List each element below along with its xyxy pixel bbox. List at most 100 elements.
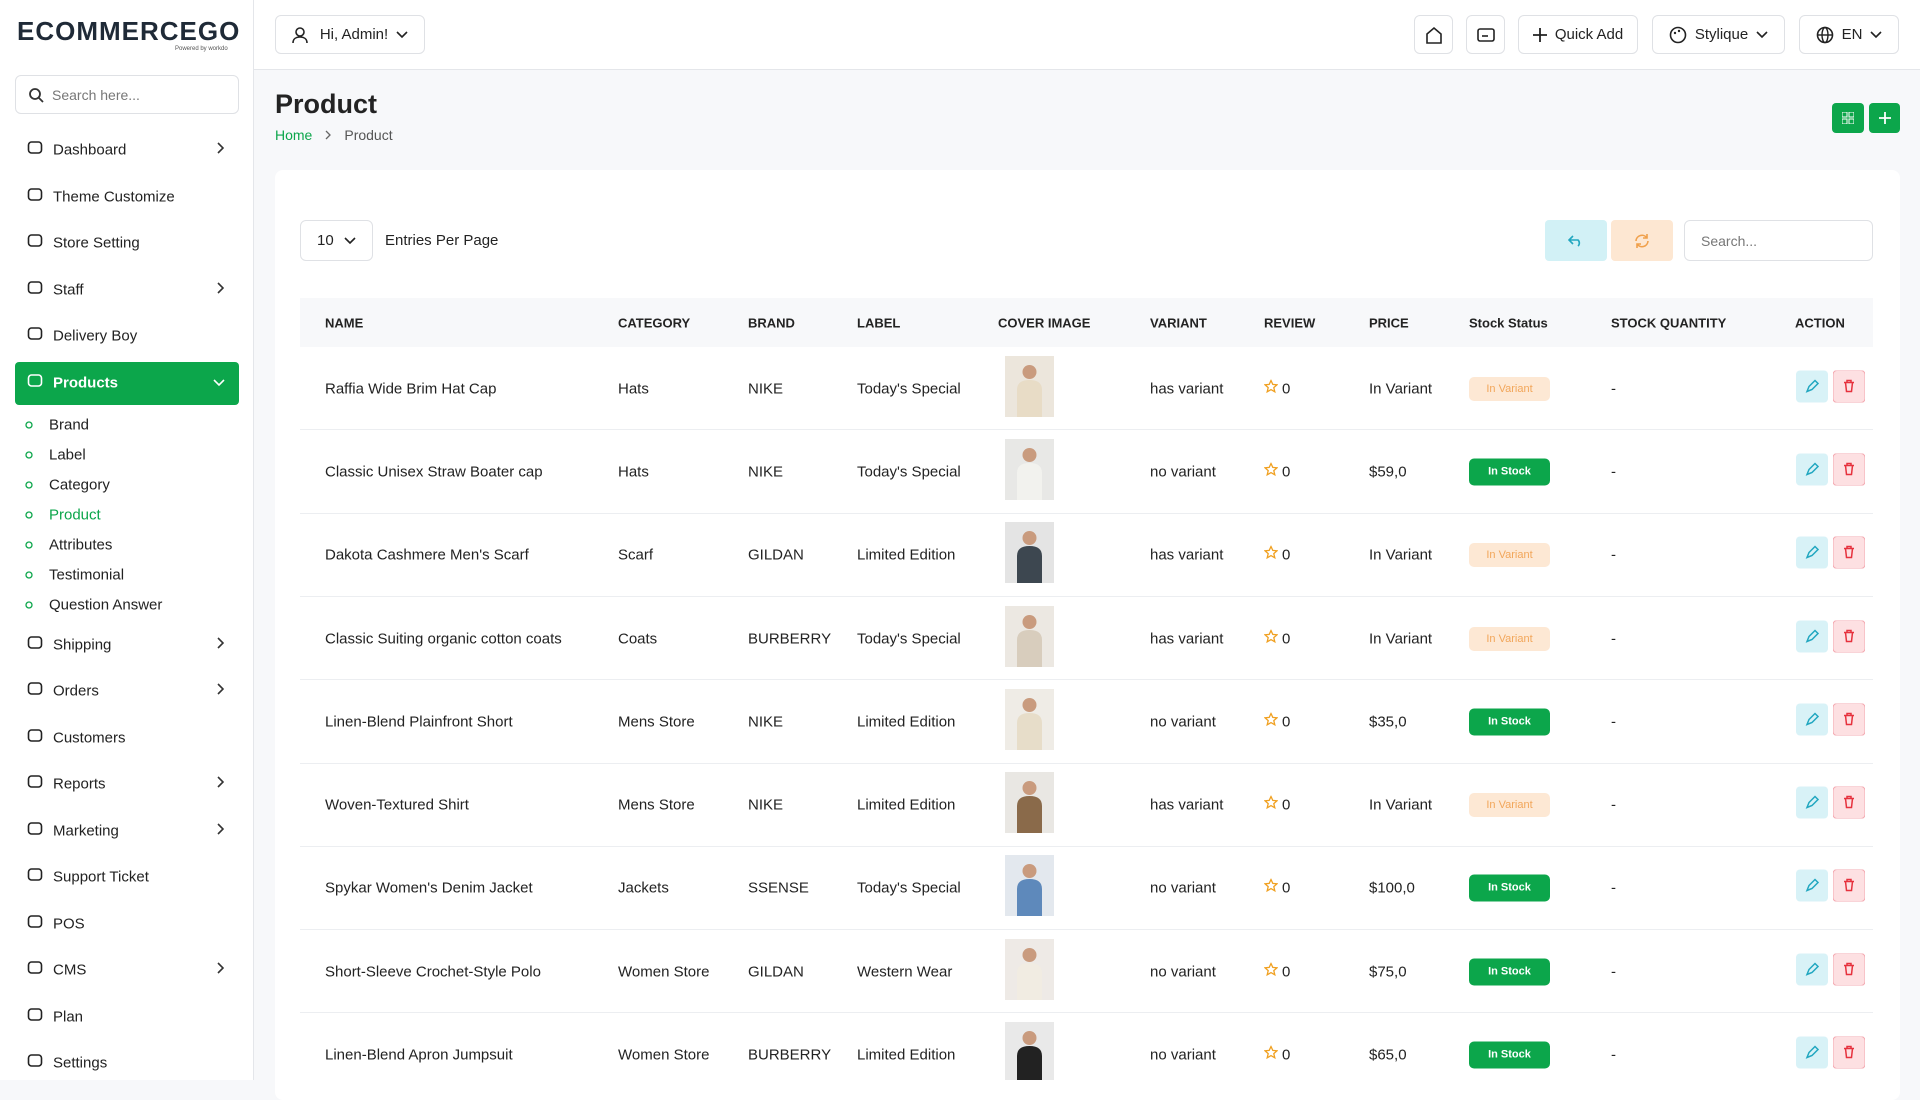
cell-price: $75,0 [1369,963,1407,981]
edit-button[interactable] [1796,453,1828,490]
cell-stock-quantity: - [1611,879,1616,897]
menu-item[interactable]: Staff [53,281,84,298]
submenu-item[interactable]: Label [49,446,86,463]
submenu-dot-svg [25,570,33,579]
add-button[interactable] [1869,103,1900,133]
delete-button-svg [1832,702,1866,736]
star-icon-svg [1263,628,1279,643]
home-button[interactable] [1414,15,1453,54]
menu-item[interactable]: Plan [53,1008,84,1025]
search-icon [29,87,44,103]
column-header[interactable]: CATEGORY [618,315,691,331]
delete-button[interactable] [1832,619,1866,657]
delete-button[interactable] [1832,869,1866,907]
cover-image-svg [1005,938,1054,1000]
theme-menu[interactable]: Stylique [1652,15,1785,54]
breadcrumb-link[interactable]: Home [275,127,313,143]
submenu-item[interactable]: Attributes [49,536,113,553]
chevron [1756,30,1768,38]
table-search[interactable]: Search... [1684,220,1873,261]
column-header[interactable]: COVER IMAGE [998,315,1091,331]
menu-item[interactable]: Orders [53,682,99,700]
cell-brand: NIKE [748,713,784,731]
edit-button[interactable] [1796,703,1828,740]
sidebar-search[interactable]: Search here... [15,75,239,114]
menu-arrow [216,636,225,654]
delete-button[interactable] [1832,369,1866,407]
column-header[interactable]: REVIEW [1264,315,1316,331]
delete-button[interactable] [1832,786,1866,824]
menu-item[interactable]: Dashboard [53,141,127,159]
cover-image [1005,355,1054,422]
menu-item[interactable]: Customers [53,729,126,746]
user-menu[interactable]: Hi, Admin! [275,15,425,54]
grid-view-button[interactable] [1832,103,1864,133]
submenu-item[interactable]: Testimonial [49,566,125,583]
column-header[interactable]: ACTION [1795,315,1845,331]
menu-item[interactable]: Reports [53,775,106,793]
column-header[interactable]: VARIANT [1150,315,1207,331]
edit-button-svg [1796,453,1828,486]
star-icon [1263,961,1279,981]
stock-badge: In Stock [1469,708,1550,736]
menu-item[interactable]: CMS [53,961,87,979]
language-menu[interactable]: EN [1799,15,1899,54]
edit-button[interactable] [1796,370,1828,407]
cell-brand: SSENSE [748,879,809,897]
entries-select[interactable]: 10 [300,220,373,261]
cell-price: In Variant [1369,546,1433,564]
edit-button[interactable] [1796,953,1828,990]
edit-button[interactable] [1796,536,1828,574]
edit-button-svg [1796,703,1828,736]
edit-button-svg [1796,786,1828,819]
edit-button[interactable] [1796,1036,1828,1074]
menu-item[interactable]: Settings [53,1054,108,1072]
cell-brand: GILDAN [748,963,804,981]
column-header[interactable]: LABEL [857,315,901,331]
column-header[interactable]: NAME [325,315,364,331]
menu-item[interactable]: POS [53,915,85,932]
delete-button[interactable] [1832,702,1866,740]
submenu-item[interactable]: Brand [49,416,90,433]
submenu-item[interactable]: Category [49,476,110,493]
stock-badge: In Variant [1469,543,1550,568]
delete-button[interactable] [1832,1036,1866,1074]
column-header[interactable]: Stock Status [1469,315,1548,331]
menu-item[interactable]: Marketing [53,822,119,839]
cell-name: Raffia Wide Brim Hat Cap [325,380,497,398]
cell-brand: BURBERRY [748,630,832,648]
cell-variant: no variant [1150,963,1216,981]
menu-icon [27,960,43,981]
cell-label: Limited Edition [857,1046,956,1064]
logo[interactable]: ECOMMERCEGO [17,16,241,46]
reset-button[interactable] [1545,220,1607,261]
submenu-item[interactable]: Question Answer [49,596,163,613]
star-icon [1263,711,1279,731]
menu-item[interactable]: Theme Customize [53,188,175,205]
column-header[interactable]: STOCK QUANTITY [1611,315,1727,331]
menu-active [15,361,239,405]
delete-button-svg [1832,1036,1866,1070]
edit-button[interactable] [1796,869,1828,907]
quick-add[interactable]: Quick Add [1518,15,1638,54]
submenu-item[interactable]: Product [49,506,101,523]
column-header[interactable]: PRICE [1369,315,1409,331]
menu-item[interactable]: Shipping [53,636,112,653]
cover-image [1005,938,1054,1005]
column-header[interactable]: BRAND [748,315,795,331]
card-button[interactable] [1466,15,1505,54]
plus-icon [1532,27,1547,42]
edit-button[interactable] [1796,786,1828,824]
menu-item[interactable]: Store Setting [53,234,140,252]
submenu-dot-svg [25,600,33,609]
menu-item[interactable]: Delivery Boy [53,327,138,345]
menu-item[interactable]: Support Ticket [53,868,149,886]
stock-badge: In Stock [1469,874,1550,902]
delete-button[interactable] [1832,952,1866,990]
edit-button[interactable] [1796,620,1828,657]
cell-price: In Variant [1369,380,1433,398]
delete-button[interactable] [1832,536,1866,574]
refresh-button[interactable] [1611,220,1673,261]
menu-item[interactable]: Products [53,374,119,391]
delete-button[interactable] [1832,452,1866,490]
